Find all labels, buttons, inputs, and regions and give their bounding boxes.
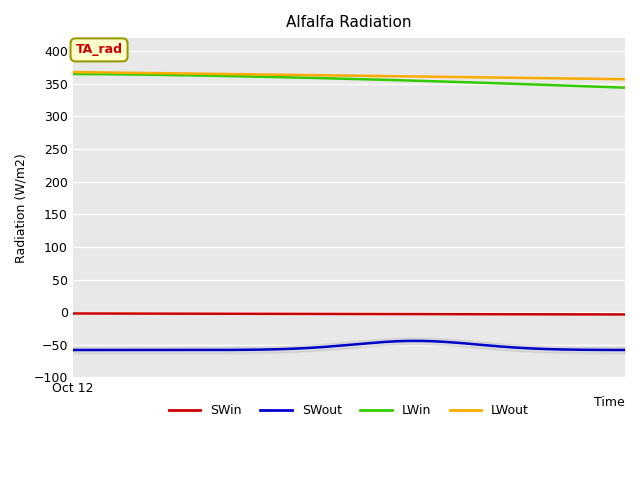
- LWout: [71, 69, 79, 75]
- Title: Alfalfa Radiation: Alfalfa Radiation: [286, 15, 412, 30]
- LWin: [407, 78, 415, 84]
- SWout: [411, 338, 419, 344]
- SWout: [396, 338, 404, 344]
- LWout: [407, 73, 415, 79]
- SWout: [407, 338, 415, 344]
- LWout: [534, 75, 542, 81]
- LWout: [621, 76, 629, 82]
- LWout: [396, 73, 404, 79]
- SWout: [536, 346, 544, 352]
- LWout: [69, 69, 77, 75]
- LWin: [69, 71, 77, 77]
- Line: SWout: SWout: [73, 341, 625, 350]
- SWout: [397, 338, 405, 344]
- SWin: [570, 312, 577, 317]
- SWout: [621, 347, 629, 353]
- LWin: [621, 85, 629, 91]
- LWout: [570, 76, 577, 82]
- LWin: [397, 77, 405, 83]
- Line: LWout: LWout: [73, 72, 625, 79]
- SWin: [71, 311, 79, 316]
- SWin: [397, 311, 405, 317]
- SWout: [71, 347, 79, 353]
- Y-axis label: Radiation (W/m2): Radiation (W/m2): [15, 153, 28, 263]
- SWin: [69, 311, 77, 316]
- SWin: [534, 312, 542, 317]
- LWout: [397, 73, 405, 79]
- LWin: [570, 83, 577, 89]
- LWin: [534, 82, 542, 87]
- Text: TA_rad: TA_rad: [76, 43, 122, 56]
- SWin: [396, 311, 404, 317]
- Legend: SWin, SWout, LWin, LWout: SWin, SWout, LWin, LWout: [164, 399, 534, 422]
- SWin: [621, 312, 629, 317]
- Line: SWin: SWin: [73, 313, 625, 314]
- Text: Time: Time: [595, 396, 625, 409]
- Line: LWin: LWin: [73, 74, 625, 88]
- SWin: [407, 311, 415, 317]
- SWout: [572, 347, 579, 353]
- LWin: [71, 71, 79, 77]
- LWin: [396, 77, 404, 83]
- SWout: [69, 347, 77, 353]
